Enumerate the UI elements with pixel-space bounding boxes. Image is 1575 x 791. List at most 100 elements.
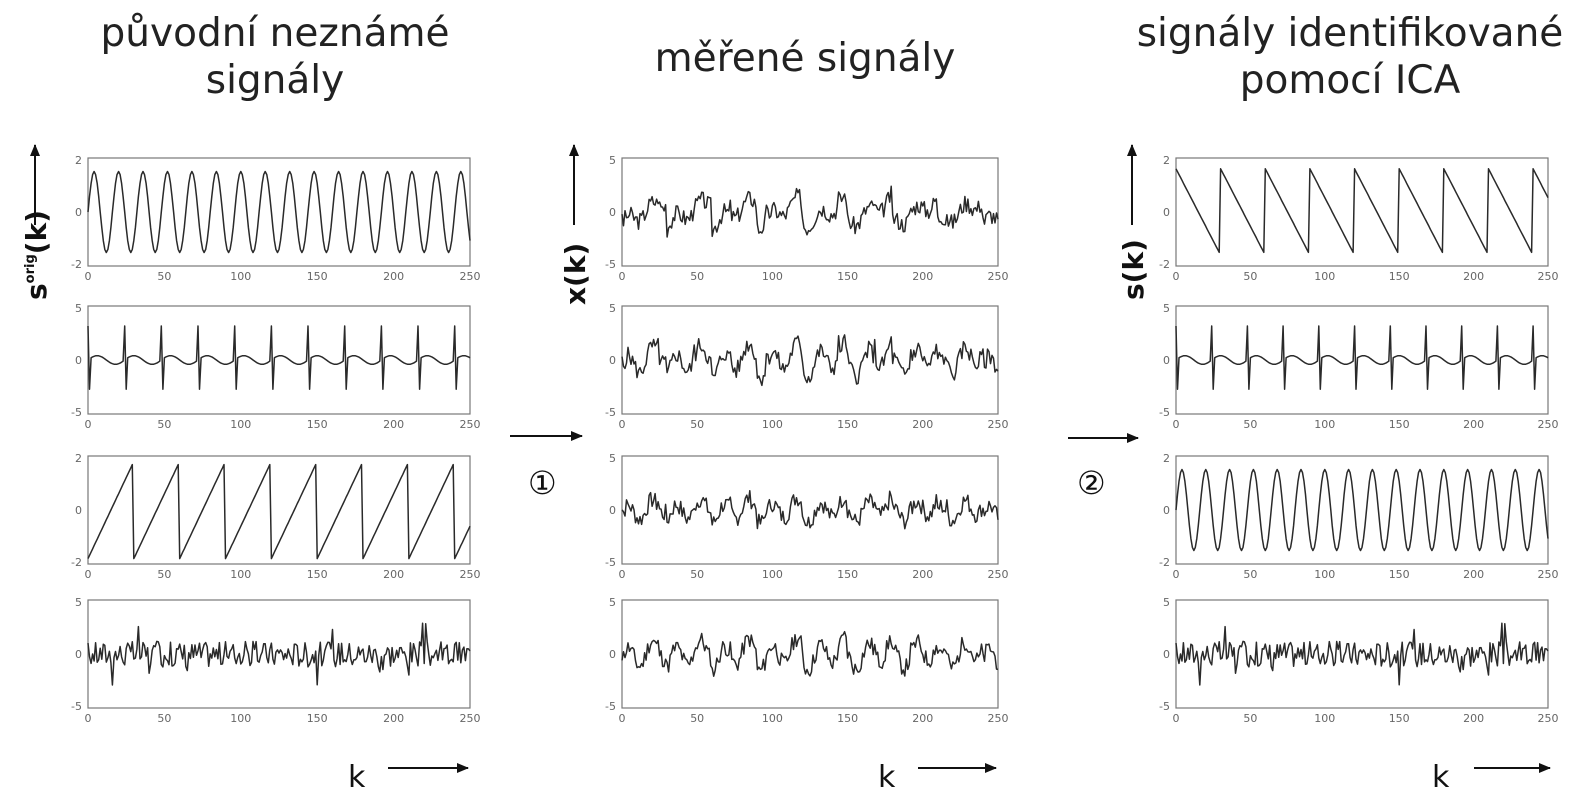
step-2-marker: ②	[1077, 464, 1106, 502]
x-tick-label: 200	[912, 418, 933, 431]
title-original-line1: původní neznámé	[100, 11, 450, 56]
signal-line	[1175, 325, 1549, 390]
y-tick-label: 0	[1163, 206, 1170, 219]
y-tick-label: 2	[1163, 452, 1170, 465]
x-tick-label: 200	[1463, 712, 1484, 725]
x-tick-label: 50	[1243, 712, 1257, 725]
x-tick-label: 0	[85, 270, 92, 283]
y-tick-label: 2	[75, 154, 82, 167]
x-tick-label: 50	[1243, 270, 1257, 283]
y-tick-label: 0	[609, 504, 616, 517]
signal-line	[87, 463, 471, 560]
x-tick-label: 250	[460, 568, 481, 581]
y-tick-label: -5	[605, 556, 616, 569]
x-tick-label: 100	[762, 270, 783, 283]
y-tick-label: 5	[75, 302, 82, 315]
x-tick-label: 100	[1314, 418, 1335, 431]
signal-line	[621, 185, 999, 238]
title-ica-signals: signály identifikované pomocí ICA	[1130, 10, 1570, 104]
subplot-3-1: 20-20 50 100 150 200 250	[1159, 154, 1558, 283]
ylabel-ica: s(k)	[1117, 144, 1150, 300]
signal-line	[87, 622, 471, 686]
x-tick-label: 50	[690, 270, 704, 283]
subplot-frame	[621, 157, 999, 267]
x-tick-label: 150	[1389, 418, 1410, 431]
x-tick-label: 250	[988, 568, 1009, 581]
subplot-3-2: 50-50 50 100 150 200 250	[1159, 302, 1558, 431]
y-tick-label: 0	[1163, 648, 1170, 661]
signal-line	[1175, 622, 1549, 686]
x-tick-label: 200	[383, 270, 404, 283]
x-tick-label: 50	[690, 568, 704, 581]
x-tick-label: 200	[912, 568, 933, 581]
signal-line	[1175, 468, 1549, 552]
x-tick-label: 250	[460, 270, 481, 283]
y-tick-label: -2	[71, 556, 82, 569]
y-tick-label: 0	[75, 354, 82, 367]
x-tick-label: 250	[1538, 270, 1559, 283]
title-ica-line2: pomocí ICA	[1239, 58, 1461, 103]
x-tick-label: 0	[85, 712, 92, 725]
x-tick-label: 0	[85, 418, 92, 431]
subplot-3-4: 50-50 50 100 150 200 250	[1159, 596, 1558, 725]
y-tick-label: -2	[71, 258, 82, 271]
y-tick-label: 0	[75, 648, 82, 661]
x-tick-label: 0	[619, 712, 626, 725]
title-measured-line1: měřené signály	[654, 36, 956, 81]
subplot-frame	[621, 305, 999, 415]
x-tick-label: 100	[1314, 712, 1335, 725]
subplot-1-2: 50-50 50 100 150 200 250	[71, 302, 480, 431]
x-tick-label: 50	[690, 712, 704, 725]
title-original-line2: signály	[205, 58, 345, 103]
subplot-3-3: 20-20 50 100 150 200 250	[1159, 452, 1558, 581]
x-tick-label: 50	[157, 712, 171, 725]
x-tick-label: 200	[912, 270, 933, 283]
x-tick-label: 0	[1173, 270, 1180, 283]
y-tick-label: 0	[1163, 354, 1170, 367]
x-tick-label: 50	[157, 418, 171, 431]
title-ica-line1: signály identifikované	[1136, 11, 1564, 56]
x-tick-label: 100	[762, 712, 783, 725]
subplot-frame	[621, 599, 999, 709]
y-tick-label: -2	[1159, 258, 1170, 271]
x-tick-label: 200	[383, 418, 404, 431]
title-original-signals: původní neznámé signály	[60, 10, 490, 104]
x-tick-label: 150	[837, 712, 858, 725]
subplot-2-1: 50-50 50 100 150 200 250	[605, 154, 1008, 283]
x-tick-label: 100	[230, 712, 251, 725]
xlabel-ica-text: k	[1432, 760, 1450, 791]
ylabel-original: sorig(k)	[20, 144, 53, 300]
signal-line	[1175, 168, 1549, 254]
x-tick-label: 100	[230, 568, 251, 581]
x-tick-label: 50	[690, 418, 704, 431]
step-1-marker: ①	[528, 464, 557, 502]
x-tick-label: 0	[619, 418, 626, 431]
x-tick-label: 250	[1538, 418, 1559, 431]
x-tick-label: 100	[762, 418, 783, 431]
y-tick-label: 5	[609, 452, 616, 465]
x-tick-label: 250	[460, 712, 481, 725]
y-tick-label: 0	[75, 206, 82, 219]
y-tick-label: 0	[75, 504, 82, 517]
x-tick-label: 250	[988, 712, 1009, 725]
y-tick-label: -5	[605, 258, 616, 271]
x-tick-label: 50	[1243, 568, 1257, 581]
y-tick-label: 5	[1163, 596, 1170, 609]
x-tick-label: 150	[1389, 712, 1410, 725]
y-tick-label: 0	[609, 206, 616, 219]
y-tick-label: -2	[1159, 556, 1170, 569]
y-tick-label: -5	[1159, 700, 1170, 713]
y-tick-label: -5	[605, 406, 616, 419]
x-tick-label: 150	[1389, 270, 1410, 283]
x-tick-label: 250	[1538, 712, 1559, 725]
ylabel-measured-text: x(k)	[559, 243, 592, 305]
x-tick-label: 100	[230, 270, 251, 283]
x-tick-label: 100	[1314, 568, 1335, 581]
subplot-1-3: 20-20 50 100 150 200 250	[71, 452, 480, 581]
y-tick-label: 5	[1163, 302, 1170, 315]
x-tick-label: 0	[619, 270, 626, 283]
x-tick-label: 150	[837, 270, 858, 283]
x-tick-label: 150	[307, 712, 328, 725]
